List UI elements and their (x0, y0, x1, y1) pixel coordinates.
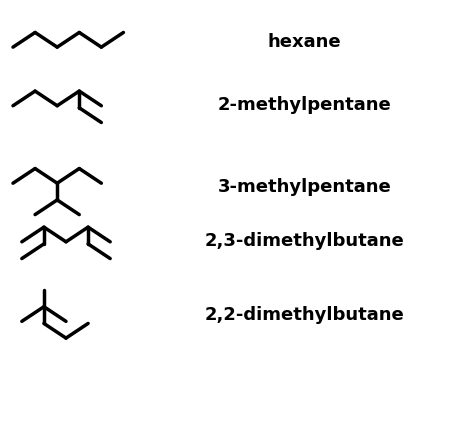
Text: 2,2-dimethylbutane: 2,2-dimethylbutane (205, 305, 405, 323)
Text: 3-methylpentane: 3-methylpentane (218, 178, 392, 196)
Text: 2,3-dimethylbutane: 2,3-dimethylbutane (205, 231, 405, 249)
Text: 2-methylpentane: 2-methylpentane (218, 95, 392, 113)
Text: hexane: hexane (268, 33, 341, 51)
